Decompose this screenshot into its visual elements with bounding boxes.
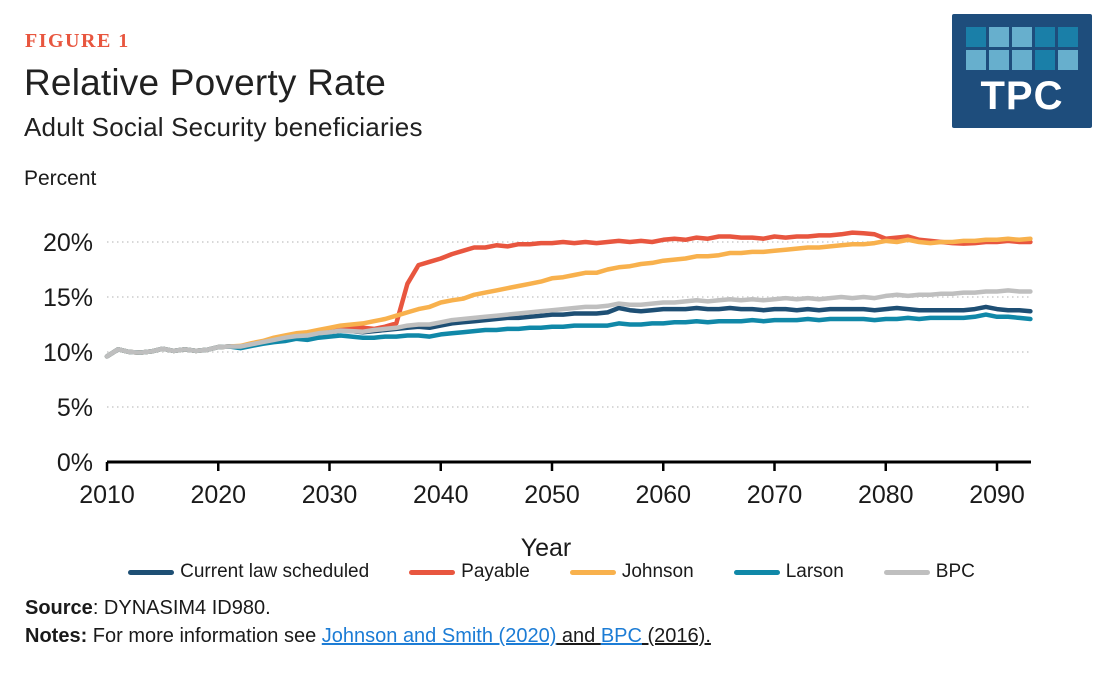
logo-square [966,27,986,47]
y-tick-label: 10% [43,339,93,367]
y-tick-label: 15% [43,284,93,312]
x-tick-label: 2080 [858,481,914,509]
x-tick-label: 2040 [413,481,469,509]
logo-square [1058,50,1078,70]
source-text: : DYNASIM4 ID980. [92,597,271,619]
y-tick-label: 5% [57,394,93,422]
legend-swatch [128,569,175,575]
legend-item-larson: Larson [733,561,844,583]
logo-squares-grid [952,14,1092,70]
x-axis-title: Year [521,534,572,562]
notes-suffix: (2016). [641,625,711,647]
y-axis-unit-label: Percent [24,167,97,190]
logo-text: TPC [980,74,1064,118]
legend-item-bpc: BPC [883,561,975,583]
logo-square [1012,27,1032,47]
x-tick-label: 2050 [524,481,580,509]
legend-label: Current law scheduled [180,561,370,582]
tpc-logo: TPC [952,14,1092,128]
y-tick-label: 0% [57,449,93,477]
x-tick-label: 2090 [969,481,1025,509]
legend-swatch [409,569,456,575]
legend-swatch [883,569,930,575]
legend-label: Payable [461,561,530,582]
legend: Current law scheduled Payable Johnson Larso… [0,561,1103,583]
page-title: Relative Poverty Rate [24,62,387,103]
notes: Notes: For more information see Johnson … [25,625,711,648]
source-label: Source [25,597,93,619]
legend-label: Larson [785,561,844,582]
series-line-bpc [104,288,1033,359]
plot-svg: 0% 5% 10% 15% 20% 2010 2020 2030 2040 2050 2060 207… [43,229,1033,562]
logo-square [1035,50,1055,70]
legend-swatch [733,569,780,575]
notes-label: Notes: [25,625,88,647]
x-tick-label: 2030 [302,481,358,509]
source-note: Source: DYNASIM4 ID980. [25,597,271,620]
x-tick-label: 2070 [747,481,803,509]
legend-swatch [569,569,616,575]
notes-mid: and [556,625,601,647]
link-johnson-and-smith[interactable]: Johnson and Smith (2020) [321,625,557,647]
x-tick-label: 2060 [635,481,691,509]
legend-item-johnson: Johnson [569,561,694,583]
legend-item-payable: Payable [409,561,530,583]
logo-square [1012,50,1032,70]
logo-square [1058,27,1078,47]
logo-square [966,50,986,70]
page-subtitle: Adult Social Security beneficiaries [24,112,423,142]
link-bpc[interactable]: BPC [600,625,642,647]
logo-square [989,27,1009,47]
x-tick-label: 2010 [79,481,135,509]
notes-prefix: For more information see [87,625,322,647]
legend-label: Johnson [621,561,694,582]
logo-square [1035,27,1055,47]
legend-item-current-law-scheduled: Current law scheduled [128,561,369,583]
series-line-larson [104,312,1033,359]
x-tick-label: 2020 [190,481,246,509]
legend-label: BPC [935,561,975,582]
figure-label: FIGURE 1 [25,30,130,52]
logo-square [989,50,1009,70]
line-chart: 0% 5% 10% 15% 20% 2010 2020 2030 2040 2050 2060 207… [0,212,1103,562]
y-tick-label: 20% [43,229,93,257]
